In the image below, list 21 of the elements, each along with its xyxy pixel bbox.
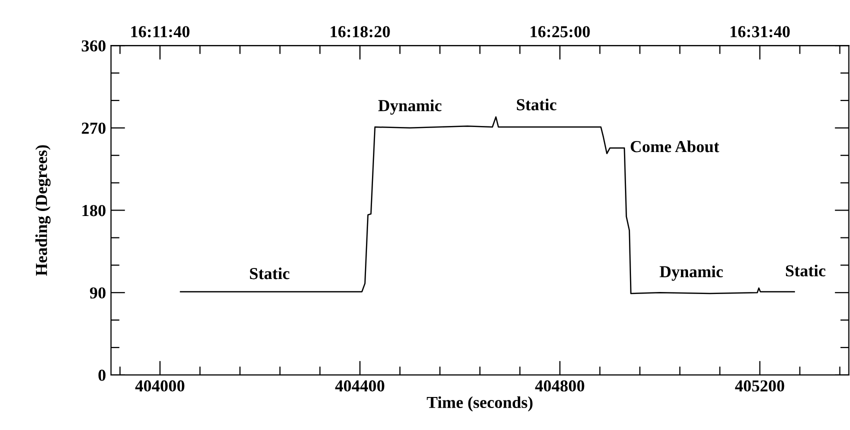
x-tick-label: 404800 [535,380,584,392]
y-tick-label: 180 [82,204,106,216]
x2-tick-label: 16:11:40 [131,26,190,38]
x-tick-label: 405200 [735,380,784,392]
annotation: Static [516,98,556,110]
y-tick-label: 90 [90,287,106,299]
x2-tick-label: 16:25:00 [530,26,590,38]
annotation: Static [786,264,826,276]
x2-tick-label: 16:31:40 [730,26,790,38]
annotation: Dynamic [378,100,442,115]
annotation: Come About [630,140,720,152]
annotation: Dynamic [660,266,723,281]
x2-tick-label: 16:18:20 [330,26,390,38]
x-axis-title: Time (seconds) [426,396,532,412]
y-axis-title: Heading (Degrees) [35,145,51,276]
x-tick-label: 404400 [335,380,384,392]
annotation: Static [250,267,290,280]
y-tick-label: 0 [98,370,106,381]
x-tick-label: 404000 [135,380,184,392]
y-tick-label: 270 [82,122,106,134]
y-tick-label: 360 [82,40,106,52]
